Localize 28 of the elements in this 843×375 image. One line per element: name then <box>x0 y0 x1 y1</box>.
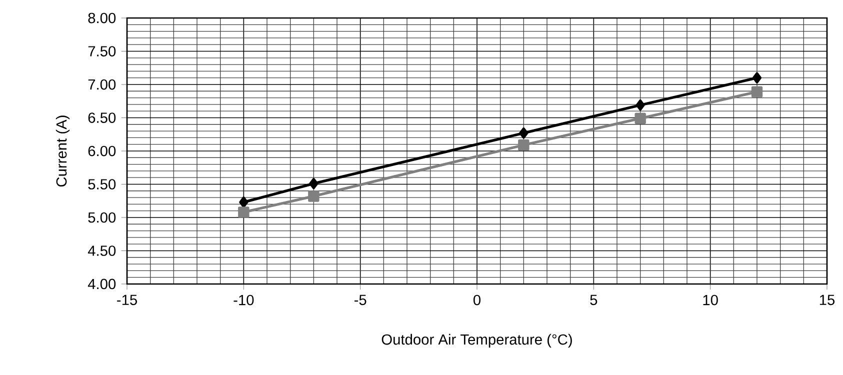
x-tick-label: 5 <box>590 294 598 306</box>
point <box>519 127 528 139</box>
point <box>239 196 248 208</box>
point <box>238 206 250 218</box>
y-tick-label: 7.00 <box>88 79 116 90</box>
y-tick-label: 5.50 <box>88 179 116 190</box>
y-tick-label: 8.00 <box>88 12 116 24</box>
point <box>636 100 645 111</box>
x-tick-label: -10 <box>234 294 254 306</box>
point <box>634 112 646 124</box>
x-tick-label: -15 <box>117 294 137 306</box>
x-tick-label: 10 <box>703 294 718 306</box>
point <box>518 139 530 151</box>
x-axis-title: Outdoor Air Temperature (°C) <box>382 334 572 348</box>
point <box>309 178 318 190</box>
y-tick-label: 6.00 <box>88 146 116 156</box>
x-tick-label: 15 <box>820 294 835 306</box>
x-tick-label: -5 <box>354 294 366 306</box>
point <box>751 86 763 98</box>
y-axis-title: Current (A) <box>56 116 70 187</box>
y-tick-label: 6.50 <box>88 112 116 123</box>
y-tick-label: 5.00 <box>88 212 116 223</box>
y-tick-label: 4.00 <box>88 278 116 290</box>
x-tick-label: 0 <box>473 294 480 306</box>
y-tick-label: 7.50 <box>88 46 116 56</box>
y-tick-label: 4.50 <box>88 246 116 256</box>
point <box>752 72 762 84</box>
point <box>308 190 320 202</box>
